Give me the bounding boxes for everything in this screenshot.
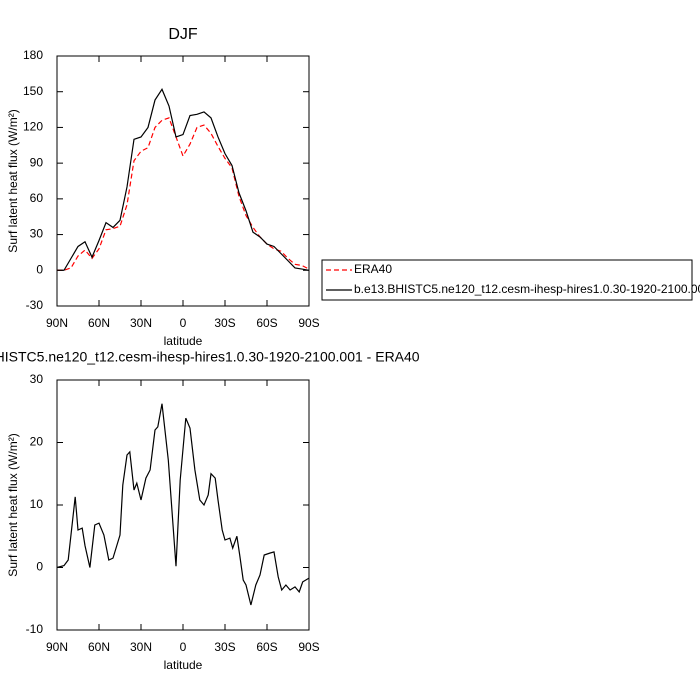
x-tick-label: 60N — [88, 640, 110, 654]
x-tick-label: 30S — [214, 640, 235, 654]
x-tick-label: 30N — [130, 316, 152, 330]
y-tick-label: 60 — [30, 191, 44, 205]
x-tick-label: 0 — [180, 316, 187, 330]
chart-title: b.e13.BHISTC5.ne120_t12.cesm-ihesp-hires… — [0, 349, 420, 365]
legend-label: ERA40 — [354, 262, 392, 276]
x-tick-label: 30N — [130, 640, 152, 654]
x-axis-label: latitude — [164, 658, 203, 672]
x-axis-label: latitude — [164, 334, 203, 348]
y-tick-label: -30 — [26, 298, 44, 312]
x-tick-label: 90N — [46, 316, 68, 330]
y-tick-label: 90 — [30, 155, 44, 169]
series-line — [57, 117, 310, 271]
y-axis-label: Surf latent heat flux (W/m²) — [6, 433, 20, 576]
x-tick-label: 60S — [256, 640, 277, 654]
x-tick-label: 60S — [256, 316, 277, 330]
y-tick-label: 10 — [30, 497, 44, 511]
chart-title: DJF — [168, 26, 198, 43]
y-tick-label: 0 — [36, 560, 43, 574]
x-tick-label: 90N — [46, 640, 68, 654]
y-tick-label: 120 — [23, 120, 43, 134]
legend-box — [321, 259, 693, 301]
y-tick-label: -10 — [26, 622, 44, 636]
y-tick-label: 150 — [23, 84, 43, 98]
y-tick-label: 30 — [30, 372, 44, 386]
y-axis-label: Surf latent heat flux (W/m²) — [6, 109, 20, 252]
x-tick-label: 30S — [214, 316, 235, 330]
x-tick-label: 60N — [88, 316, 110, 330]
y-tick-label: 0 — [36, 262, 43, 276]
y-tick-label: 180 — [23, 48, 43, 62]
legend-label: b.e13.BHISTC5.ne120_t12.cesm-ihesp-hires… — [354, 282, 700, 296]
y-tick-label: 30 — [30, 227, 44, 241]
series-line — [56, 403, 310, 606]
series-line — [57, 88, 310, 271]
plot-frame — [56, 55, 310, 307]
x-tick-label: 90S — [298, 640, 319, 654]
plot-frame — [56, 379, 310, 631]
x-tick-label: 0 — [180, 640, 187, 654]
x-tick-label: 90S — [298, 316, 319, 330]
y-tick-label: 20 — [30, 435, 44, 449]
